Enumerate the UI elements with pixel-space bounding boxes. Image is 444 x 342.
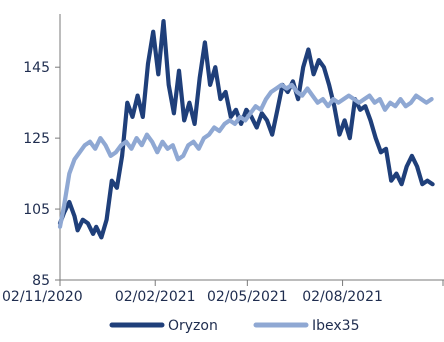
y-tick-label: 145 xyxy=(23,60,50,76)
x-tick-label: 02/02/2021 xyxy=(115,289,196,305)
legend-label-oryzon: Oryzon xyxy=(168,318,218,334)
y-tick-label: 105 xyxy=(23,202,50,218)
series-line-ibex35 xyxy=(57,82,434,229)
y-tick-label: 85 xyxy=(32,273,50,289)
chart-series-lines xyxy=(57,19,435,240)
x-tick-label: 02/11/2020 xyxy=(2,289,83,305)
x-tick-label: 02/05/2021 xyxy=(207,289,288,305)
series-line-oryzon xyxy=(57,19,435,240)
chart-ticks: 85 105 125 145 02/11/2020 02/02/2021 02/05/202… xyxy=(2,60,444,305)
x-tick-label: 02/08/2021 xyxy=(302,289,383,305)
chart-legend: Oryzon Ibex35 xyxy=(109,318,359,334)
chart-axes xyxy=(59,14,444,281)
legend-label-ibex35: Ibex35 xyxy=(312,318,359,334)
y-tick-label: 125 xyxy=(23,131,50,147)
